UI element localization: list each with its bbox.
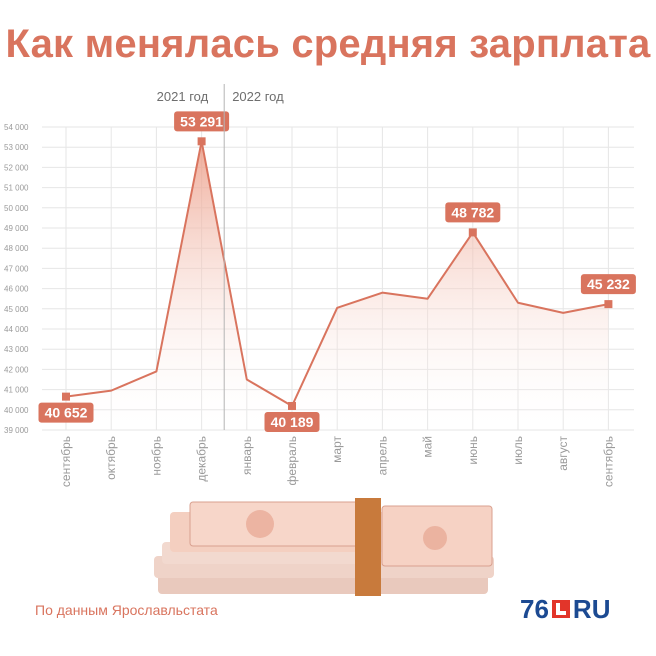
data-label-box <box>38 402 94 423</box>
series-line <box>65 140 609 407</box>
year-label-2021: 2021 год <box>157 89 209 104</box>
x-tick-label: январь <box>240 436 254 475</box>
logo-flag-icon <box>551 600 570 618</box>
x-tick-label: сентябрь <box>601 436 615 487</box>
year-label-2022: 2022 год <box>232 89 284 104</box>
data-label-text: 40 652 <box>45 405 88 421</box>
data-label-box <box>445 202 501 223</box>
y-tick-label: 47 000 <box>4 264 29 273</box>
source-note: По данным Ярославльстата <box>35 602 218 618</box>
x-tick-label: октябрь <box>104 436 118 480</box>
y-tick-label: 50 000 <box>4 204 29 213</box>
x-tick-label: июль <box>511 436 525 465</box>
x-tick-label: май <box>421 436 435 458</box>
x-tick-label: февраль <box>285 436 299 486</box>
x-tick-label: июнь <box>466 436 480 465</box>
data-point <box>62 392 70 401</box>
logo-number: 76 <box>520 594 549 624</box>
data-label-text: 53 291 <box>180 113 223 129</box>
logo-domain: RU <box>572 594 611 624</box>
x-tick-label: апрель <box>375 436 389 475</box>
data-label-text: 48 782 <box>451 204 494 220</box>
site-logo[interactable]: 76 RU <box>520 594 610 624</box>
y-tick-label: 45 000 <box>4 305 29 314</box>
y-tick-label: 49 000 <box>4 224 29 233</box>
data-label: 40 652 <box>38 402 94 423</box>
banknote-stack <box>154 498 494 596</box>
data-label: 53 291 <box>174 111 230 132</box>
data-point <box>604 300 613 309</box>
data-point <box>288 401 296 410</box>
x-tick-label: март <box>330 436 344 463</box>
y-tick-label: 44 000 <box>4 325 29 334</box>
data-point <box>197 137 206 146</box>
y-tick-label: 41 000 <box>4 386 29 395</box>
banknotes-image <box>154 498 494 596</box>
series-area <box>66 141 609 431</box>
y-tick-label: 53 000 <box>4 143 29 152</box>
data-point <box>468 228 477 237</box>
y-tick-label: 40 000 <box>4 406 29 415</box>
y-tick-label: 51 000 <box>4 184 29 193</box>
x-tick-label: сентябрь <box>59 436 73 487</box>
y-tick-label: 46 000 <box>4 285 29 294</box>
data-label: 48 782 <box>445 202 501 223</box>
data-label-box <box>174 111 230 132</box>
data-label-box <box>264 411 320 432</box>
chart-title: Как менялась средняя зарплата <box>5 22 651 66</box>
y-tick-label: 42 000 <box>4 365 29 374</box>
y-tick-label: 48 000 <box>4 244 29 253</box>
y-tick-label: 54 000 <box>4 123 29 132</box>
x-tick-label: август <box>556 436 570 471</box>
y-tick-label: 39 000 <box>4 426 29 435</box>
x-tick-label: декабрь <box>195 436 209 482</box>
data-label: 40 189 <box>264 411 320 432</box>
data-label-box <box>580 274 636 295</box>
x-tick-label: ноябрь <box>149 436 163 476</box>
data-label-text: 45 232 <box>587 276 630 292</box>
y-tick-label: 43 000 <box>4 345 29 354</box>
data-label: 45 232 <box>580 274 636 295</box>
y-tick-label: 52 000 <box>4 163 29 172</box>
data-label-text: 40 189 <box>271 414 314 430</box>
